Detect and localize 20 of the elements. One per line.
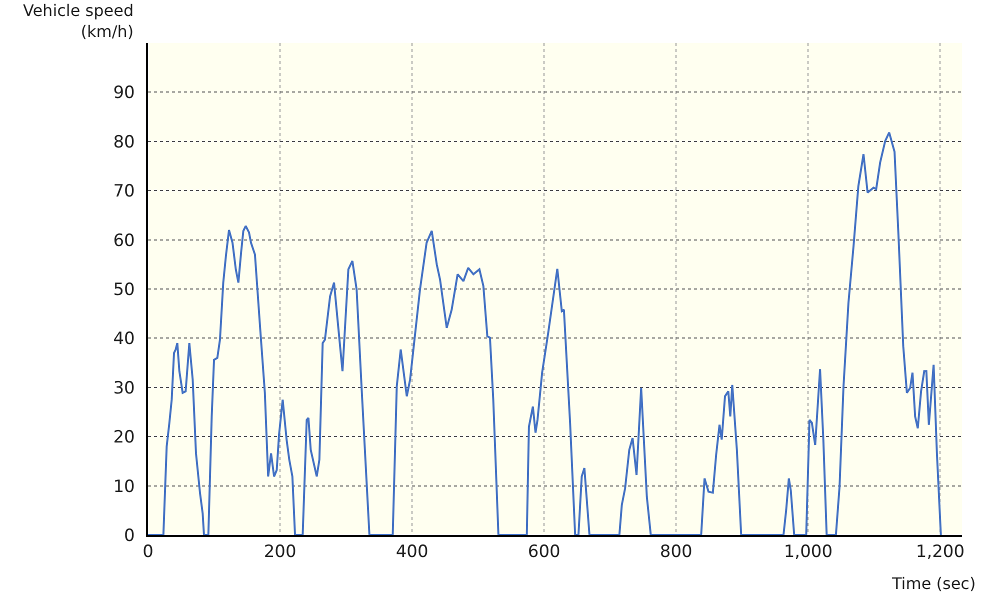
y-axis-title: Vehicle speed (km/h) bbox=[23, 1, 134, 41]
y-tick-label: 70 bbox=[113, 182, 135, 202]
x-tick-label: 200 bbox=[264, 542, 296, 562]
y-tick-label: 0 bbox=[124, 526, 135, 546]
x-tick-label: 1,000 bbox=[784, 542, 833, 562]
x-tick-label: 800 bbox=[660, 542, 692, 562]
y-tick-label: 10 bbox=[113, 476, 135, 497]
x-tick-label: 400 bbox=[396, 542, 428, 562]
y-tick-label: 20 bbox=[113, 428, 135, 448]
x-axis-title: Time (sec) bbox=[891, 574, 976, 593]
y-tick-label: 80 bbox=[113, 132, 135, 152]
y-tick-label: 90 bbox=[113, 83, 135, 104]
x-tick-label: 1,200 bbox=[916, 542, 965, 562]
y-tick-label: 60 bbox=[113, 230, 135, 251]
line-series bbox=[148, 132, 942, 535]
y-tick-label: 50 bbox=[113, 280, 135, 300]
y-tick-label: 40 bbox=[113, 329, 135, 350]
x-tick-label: 0 bbox=[142, 542, 154, 562]
y-tick-label: 30 bbox=[113, 378, 135, 398]
x-tick-label: 600 bbox=[528, 542, 560, 562]
